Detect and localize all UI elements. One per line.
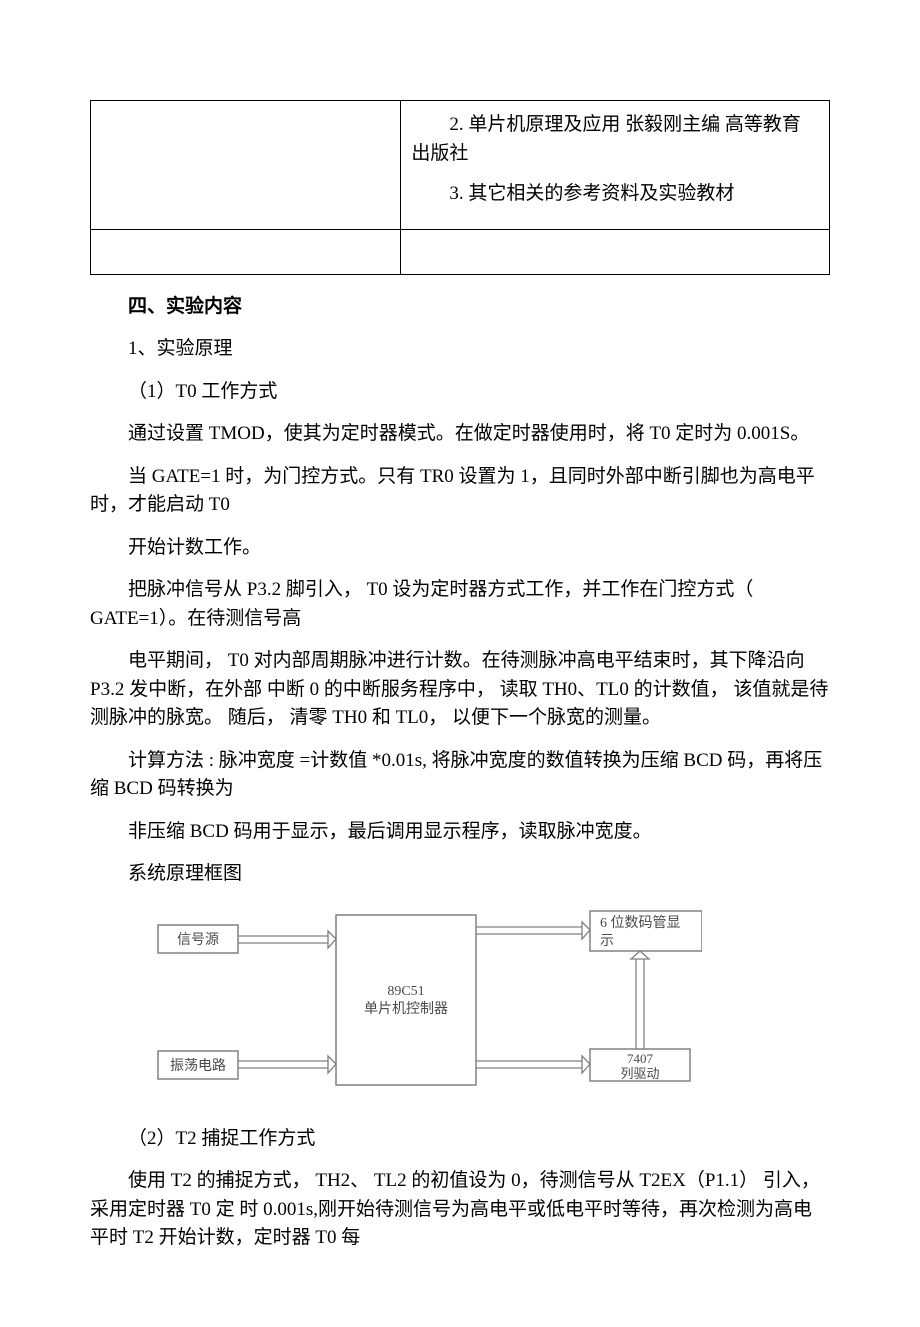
system-block-diagram: 信号源 振荡电路 89C51 单片机控制器 6 位数码管显 示 7407 列驱动 [150,903,830,1111]
reference-2: 2. 单片机原理及应用 张毅刚主编 高等教育出版社 [411,111,819,168]
box-driver-label2: 列驱动 [620,1066,659,1081]
section-4-title: 四、实验内容 [90,293,830,322]
para-7: 电平期间， T0 对内部周期脉冲进行计数。在待测脉冲高电平结束时，其下降沿向 P… [90,647,830,733]
para-11: （2）T2 捕捉工作方式 [90,1125,830,1154]
para-4: 当 GATE=1 时，为门控方式。只有 TR0 设置为 1，且同时外部中断引脚也… [90,463,830,520]
box-mcu-label2: 单片机控制器 [364,1001,448,1017]
box-display-label1: 6 位数码管显 [600,915,681,931]
para-10: 系统原理框图 [90,860,830,889]
para-9: 非压缩 BCD 码用于显示，最后调用显示程序，读取脉冲宽度。 [90,818,830,847]
para-3: 通过设置 TMOD，使其为定时器模式。在做定时器使用时，将 T0 定时为 0.0… [90,420,830,449]
para-2: （1）T0 工作方式 [90,378,830,407]
table-cell-empty-3 [401,229,830,274]
para-12: 使用 T2 的捕捉方式， TH2、 TL2 的初值设为 0，待测信号从 T2EX… [90,1167,830,1253]
box-mcu-label1: 89C51 [387,984,424,999]
references-table: 2. 单片机原理及应用 张毅刚主编 高等教育出版社 3. 其它相关的参考资料及实… [90,100,830,275]
table-cell-empty-2 [91,229,401,274]
box-signal-source-label: 信号源 [177,932,219,948]
table-cell-empty-1 [91,101,401,230]
box-osc-label: 振荡电路 [170,1058,226,1074]
para-6: 把脉冲信号从 P3.2 脚引入， T0 设为定时器方式工作，并工作在门控方式（ … [90,576,830,633]
box-display-label2: 示 [600,934,614,949]
reference-3: 3. 其它相关的参考资料及实验教材 [411,180,819,209]
para-8: 计算方法 : 脉冲宽度 =计数值 *0.01s, 将脉冲宽度的数值转换为压缩 B… [90,747,830,804]
para-5: 开始计数工作。 [90,534,830,563]
table-cell-refs: 2. 单片机原理及应用 张毅刚主编 高等教育出版社 3. 其它相关的参考资料及实… [401,101,830,230]
para-1: 1、实验原理 [90,335,830,364]
box-driver-label1: 7407 [627,1051,654,1066]
